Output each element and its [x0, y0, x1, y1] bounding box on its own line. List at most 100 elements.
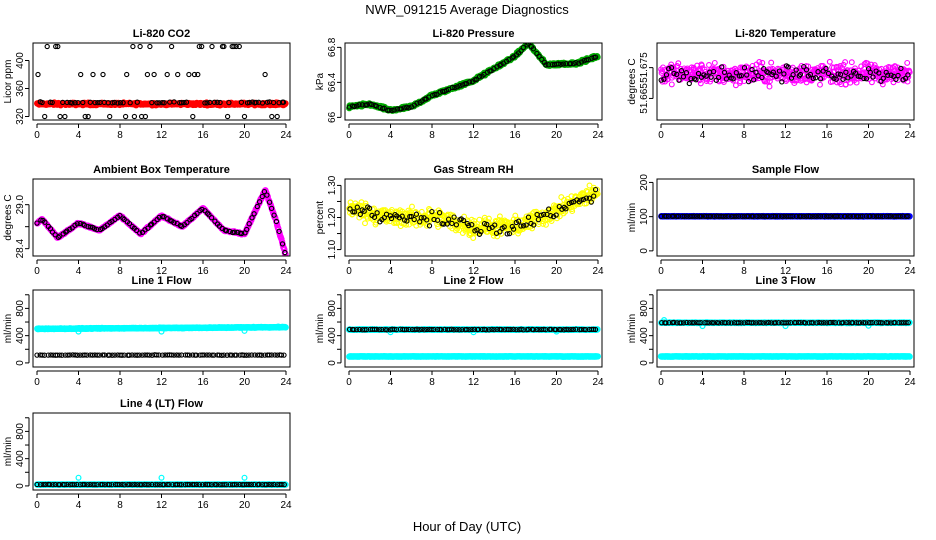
data-point — [798, 213, 804, 219]
data-point — [34, 352, 40, 358]
series-averages — [346, 43, 599, 114]
data-point — [530, 46, 537, 52]
data-point — [885, 72, 891, 78]
x-tick-label: 20 — [551, 130, 563, 141]
data-point — [525, 214, 532, 220]
data-point — [456, 227, 463, 234]
data-point — [494, 233, 501, 240]
data-point — [486, 225, 492, 232]
data-point — [591, 193, 597, 199]
data-point — [560, 61, 567, 67]
x-tick-label: 4 — [388, 130, 394, 141]
data-point — [262, 71, 268, 78]
x-tick-label: 20 — [863, 130, 875, 141]
series-averages — [35, 43, 287, 120]
data-point — [89, 352, 96, 358]
data-point — [434, 217, 441, 223]
data-point — [413, 211, 420, 217]
data-point — [520, 44, 526, 51]
data-point — [120, 100, 126, 106]
data-point — [867, 69, 873, 76]
data-point — [906, 213, 913, 220]
data-point — [236, 43, 242, 50]
panel-title: Line 1 Flow — [132, 275, 192, 287]
data-point — [131, 113, 138, 120]
y-tick-label: 200 — [639, 174, 650, 191]
data-point — [266, 199, 273, 205]
y-tick-label: 29.0 — [15, 194, 26, 214]
x-tick-label: 24 — [280, 266, 292, 277]
data-point — [723, 76, 730, 82]
data-point — [566, 200, 572, 207]
data-point — [553, 212, 559, 218]
data-point — [278, 235, 285, 243]
data-point — [825, 70, 832, 77]
data-point — [421, 327, 428, 333]
data-point — [194, 210, 200, 217]
data-point — [759, 74, 765, 81]
data-point — [144, 352, 150, 358]
data-point — [388, 215, 395, 222]
data-point — [87, 99, 93, 105]
data-point — [387, 213, 393, 219]
y-tick-label: 66 — [327, 111, 338, 123]
data-point — [221, 43, 227, 50]
data-point — [259, 100, 266, 106]
data-point — [246, 221, 252, 227]
data-point — [259, 193, 265, 200]
data-point — [111, 99, 118, 106]
data-point — [540, 211, 547, 218]
data-point — [733, 70, 739, 76]
data-point — [206, 212, 212, 218]
data-point — [209, 352, 215, 358]
data-point — [268, 205, 275, 212]
data-point — [880, 75, 886, 81]
data-point — [227, 228, 233, 235]
data-point — [78, 71, 84, 78]
data-point — [897, 213, 903, 219]
x-tick-label: 0 — [34, 266, 40, 277]
data-point — [813, 75, 819, 81]
panel-5: Gas Stream RH0 4 8 12 16 20 241.101.201.30perc… — [315, 164, 604, 277]
data-point — [408, 213, 415, 220]
data-point — [42, 219, 48, 225]
data-point — [438, 326, 445, 333]
data-point — [523, 222, 529, 228]
y-tick-label: 0 — [15, 360, 26, 366]
x-tick-label: 24 — [280, 130, 292, 141]
data-point — [698, 62, 705, 69]
data-point — [847, 213, 853, 219]
data-point — [282, 324, 289, 331]
data-point — [134, 99, 140, 105]
data-point — [745, 78, 752, 85]
data-point — [553, 326, 559, 333]
data-point — [826, 58, 833, 65]
y-axis-label: ml/min — [3, 314, 14, 343]
y-axis-label: ml/min — [627, 203, 638, 232]
data-point — [749, 66, 755, 73]
data-point — [382, 326, 388, 333]
data-point — [149, 99, 155, 106]
data-point — [100, 71, 106, 78]
data-point — [736, 213, 742, 219]
data-point — [127, 100, 133, 106]
data-point — [273, 218, 280, 225]
data-point — [204, 100, 210, 106]
data-point — [583, 195, 590, 201]
data-point — [474, 227, 480, 233]
data-point — [168, 43, 175, 50]
data-point — [765, 213, 771, 219]
data-point — [469, 222, 475, 228]
data-point — [432, 91, 438, 98]
data-point — [261, 188, 268, 195]
data-point — [470, 235, 477, 241]
data-point — [223, 228, 230, 234]
data-point — [154, 100, 160, 106]
data-point — [409, 203, 415, 210]
data-point — [90, 71, 96, 78]
series-low-flow — [346, 353, 601, 360]
data-point — [671, 70, 677, 77]
data-point — [445, 216, 452, 222]
data-point — [773, 213, 779, 219]
